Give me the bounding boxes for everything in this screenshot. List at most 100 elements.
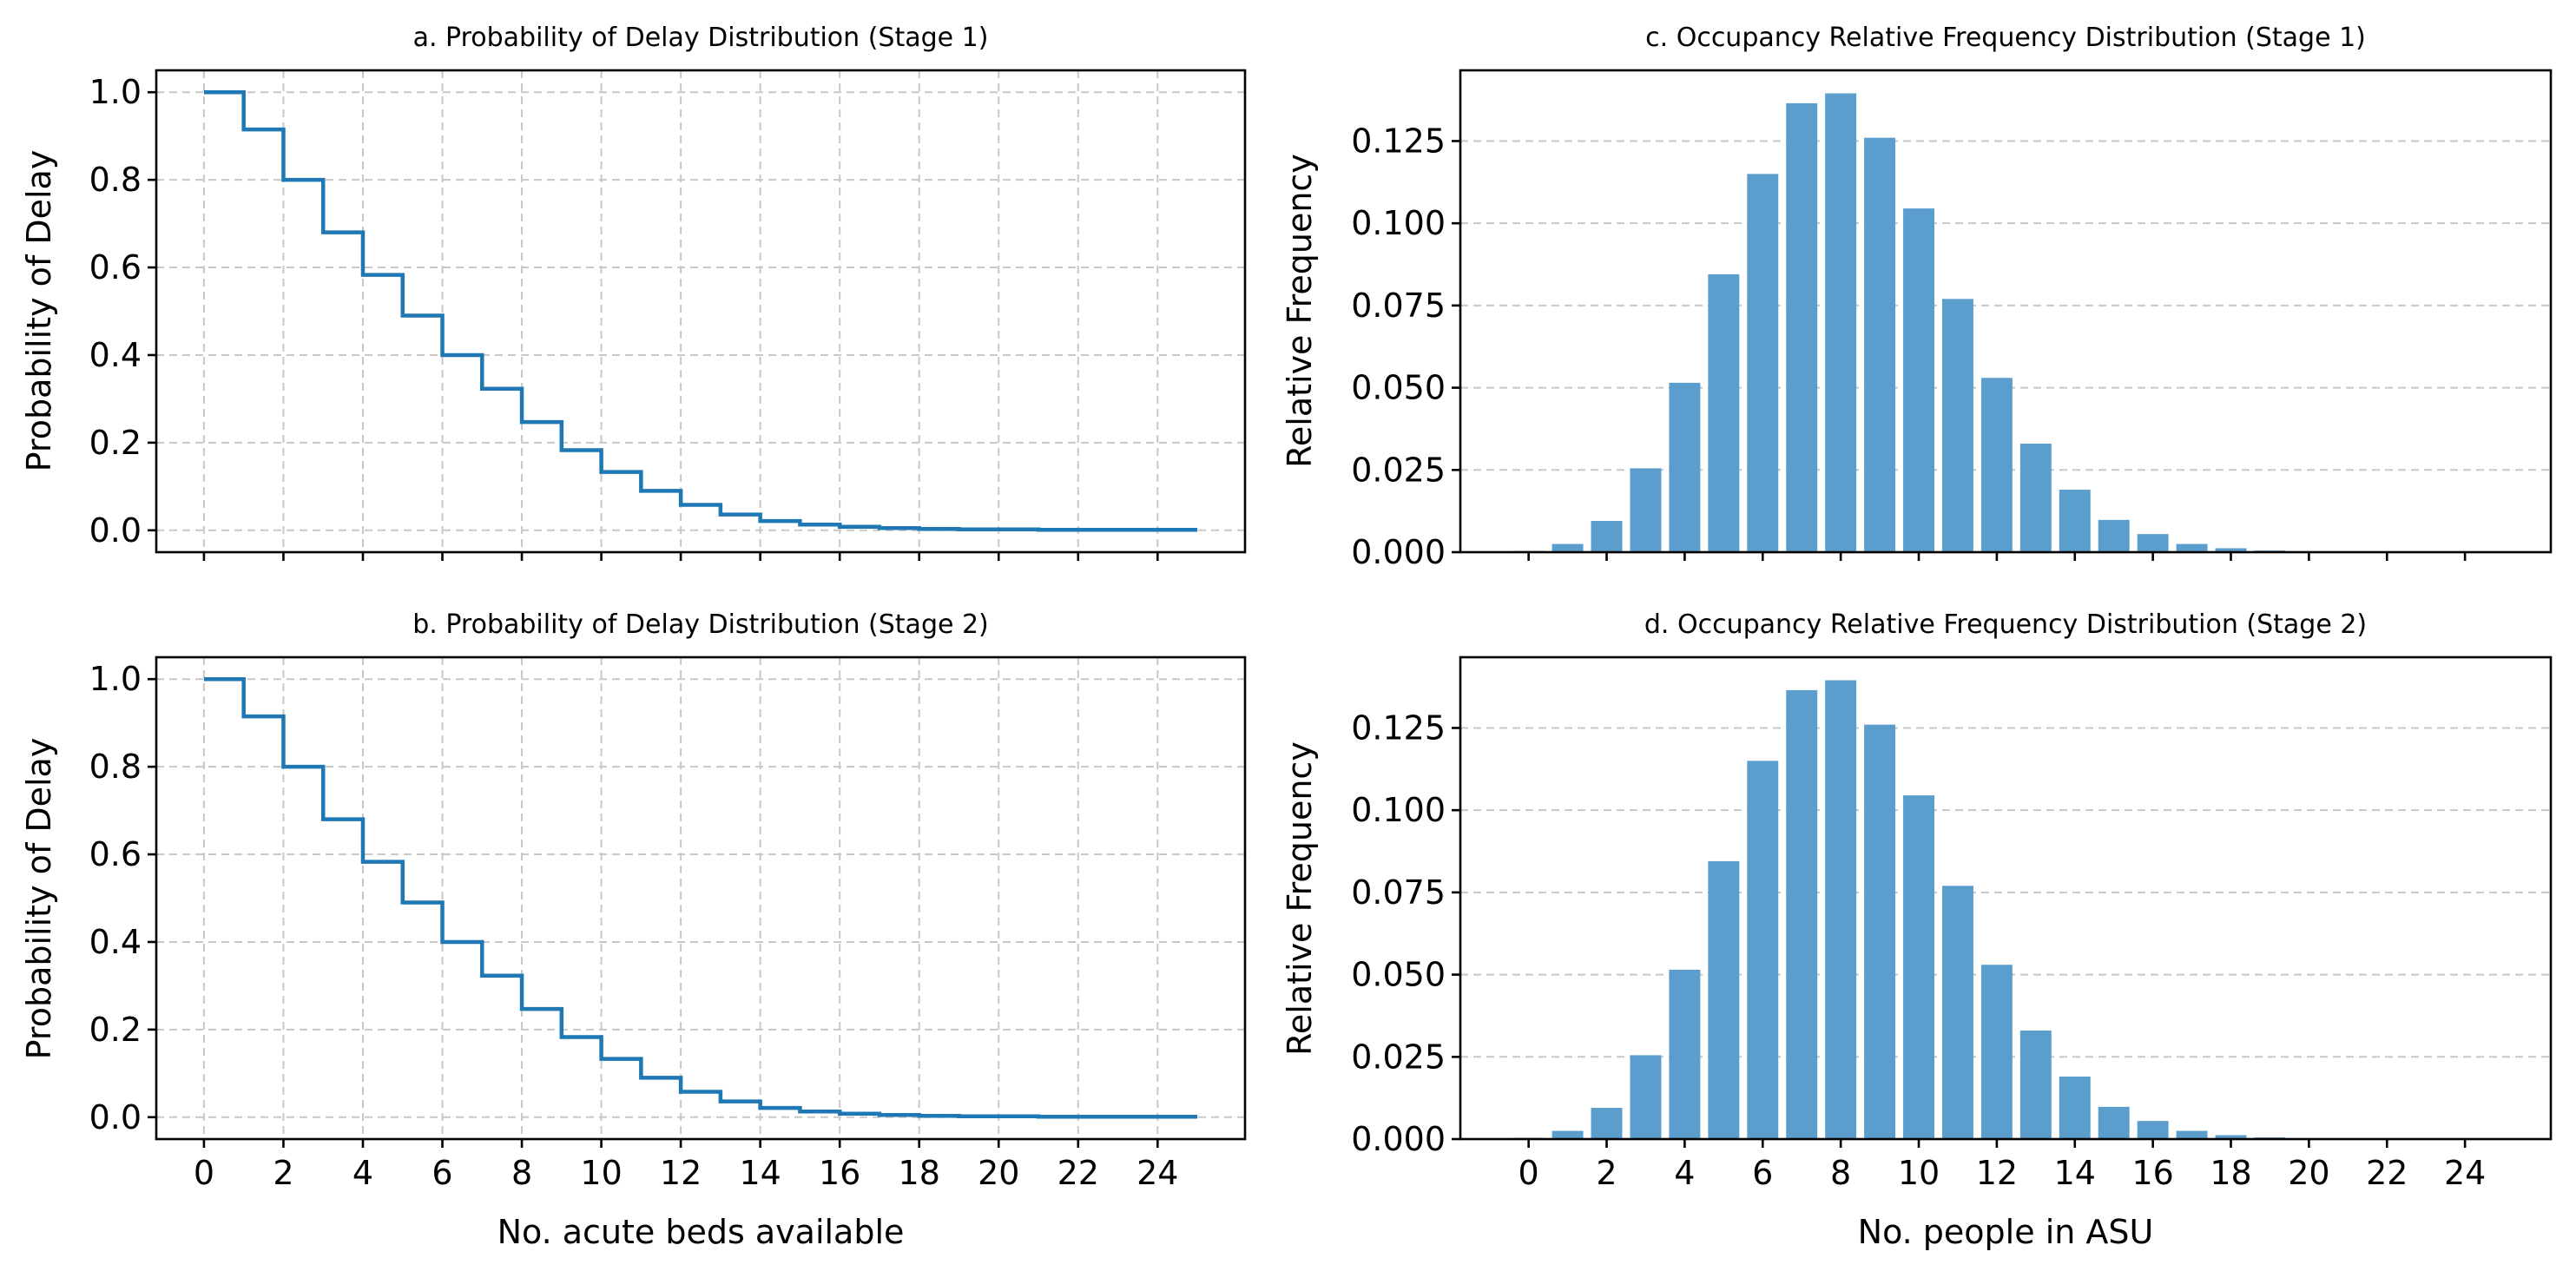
subplot-b-x-tick-label: 20 [978,1154,1019,1192]
subplot-b-y-tick-label: 0.2 [89,1011,142,1049]
bar [1747,174,1779,552]
subplot-c-y-tick-label: 0.000 [1351,533,1446,571]
bar [1864,137,1896,552]
bar [2176,1130,2208,1139]
subplot-b-title: b. Probability of Delay Distribution (St… [412,609,989,640]
subplot-d-y-tick-label: 0.025 [1351,1038,1446,1076]
subplot-b-frame [155,655,1247,1141]
bar [2098,519,2130,552]
subplot-b-xlabel: No. acute beds available [497,1213,905,1251]
subplot-a-y-tick-label: 0.2 [89,424,142,462]
bar [1708,273,1740,552]
subplot-b-x-tick-label: 4 [352,1154,373,1192]
subplot-d-x-tick-label: 18 [2210,1154,2251,1192]
subplot-a-y-tick-label: 0.8 [89,161,142,199]
subplot-b-y-tick-label: 0.0 [89,1098,142,1136]
subplot-c-y-tick-label: 0.050 [1351,369,1446,407]
bar [1864,724,1896,1139]
bar [1825,680,1857,1139]
subplot-b-x-tick-label: 18 [899,1154,940,1192]
subplot-b-y-tick-label: 0.4 [89,923,142,961]
subplot-d-x-tick-label: 16 [2131,1154,2173,1192]
subplot-a-title: a. Probability of Delay Distribution (St… [413,23,989,53]
bar [1669,969,1701,1139]
subplot-b-x-tick-label: 10 [580,1154,622,1192]
subplot-a-y-tick-label: 0.6 [89,248,142,287]
bar [2215,548,2247,552]
subplot-b-y-tick-label: 0.8 [89,748,142,786]
subplot-b-x-tick-label: 12 [660,1154,702,1192]
subplot-b-x-tick-label: 16 [819,1154,860,1192]
bar [1552,1130,1584,1139]
subplot-c-y-tick-label: 0.075 [1351,287,1446,325]
bar [1630,1055,1662,1139]
subplot-d-occupancy-stage-2: d. Occupancy Relative Frequency Distribu… [1281,609,2553,1251]
subplot-d-y-tick-label: 0.125 [1351,708,1446,747]
bar [1903,795,1934,1139]
subplot-a-y-tick-label: 1.0 [89,73,142,111]
subplot-a-ylabel: Probability of Delay [20,150,58,472]
bar [2019,443,2052,552]
bar [1552,543,1584,552]
bar [1980,965,2013,1139]
bar [1903,208,1934,553]
bar [1669,382,1701,552]
subplot-d-y-tick-label: 0.100 [1351,791,1446,829]
subplot-b-x-tick-label: 6 [432,1154,452,1192]
subplot-d-y-tick-label: 0.000 [1351,1120,1446,1158]
subplot-c-y-tick-label: 0.025 [1351,451,1446,489]
subplot-d-x-tick-label: 12 [1976,1154,2018,1192]
bar [1786,689,1818,1139]
subplot-d-x-tick-label: 4 [1674,1154,1695,1192]
subplot-d-x-tick-label: 14 [2054,1154,2096,1192]
bar [2215,1135,2247,1139]
bar [1786,102,1818,552]
bar [1747,761,1779,1139]
delay-step-line [203,89,1198,532]
bar [1708,860,1740,1139]
subplot-b-x-tick-label: 2 [273,1154,293,1192]
subplot-b-x-tick-label: 24 [1136,1154,1178,1192]
subplot-a-y-tick-label: 0.4 [89,336,142,374]
subplot-b-x-tick-label: 8 [511,1154,532,1192]
subplot-d-x-tick-label: 24 [2444,1154,2486,1192]
subplot-c-occupancy-stage-1: c. Occupancy Relative Frequency Distribu… [1281,23,2553,571]
subplot-b-x-tick-label: 14 [739,1154,781,1192]
subplot-c-frame [1459,69,2553,554]
subplot-b-ylabel: Probability of Delay [20,738,58,1060]
subplot-d-x-tick-label: 8 [1830,1154,1851,1192]
subplot-d-frame [1459,655,2553,1141]
subplot-d-x-tick-label: 6 [1752,1154,1773,1192]
bar [1591,521,1623,552]
subplot-c-ylabel: Relative Frequency [1281,154,1319,468]
bar [2059,1077,2091,1139]
subplot-b-x-tick-label: 0 [194,1154,214,1192]
subplot-d-x-tick-label: 2 [1596,1154,1617,1192]
bar [1630,468,1662,552]
subplot-c-y-tick-label: 0.100 [1351,204,1446,242]
bar [1941,299,1973,552]
subplot-c-title: c. Occupancy Relative Frequency Distribu… [1645,23,2366,53]
subplot-d-ylabel: Relative Frequency [1281,741,1319,1056]
bar [1825,93,1857,552]
bar [2137,1121,2169,1139]
bar [2176,543,2208,552]
bar [1591,1108,1623,1139]
subplot-d-title: d. Occupancy Relative Frequency Distribu… [1644,609,2367,640]
subplot-b-y-tick-label: 0.6 [89,835,142,873]
bar [2019,1030,2052,1139]
subplot-a-y-tick-label: 0.0 [89,511,142,550]
subplot-b-x-tick-label: 22 [1057,1154,1099,1192]
bar [2137,534,2169,552]
subplot-d-y-tick-label: 0.075 [1351,873,1446,912]
subplot-d-y-tick-label: 0.050 [1351,956,1446,994]
subplot-d-x-tick-label: 10 [1898,1154,1940,1192]
subplot-d-xlabel: No. people in ASU [1858,1213,2154,1251]
subplot-c-y-tick-label: 0.125 [1351,122,1446,160]
subplot-a-frame [155,69,1247,554]
bar [1941,886,1973,1139]
subplot-a-delay-stage-1: a. Probability of Delay Distribution (St… [20,23,1247,561]
bar [1980,378,2013,552]
bar [2098,1106,2130,1139]
